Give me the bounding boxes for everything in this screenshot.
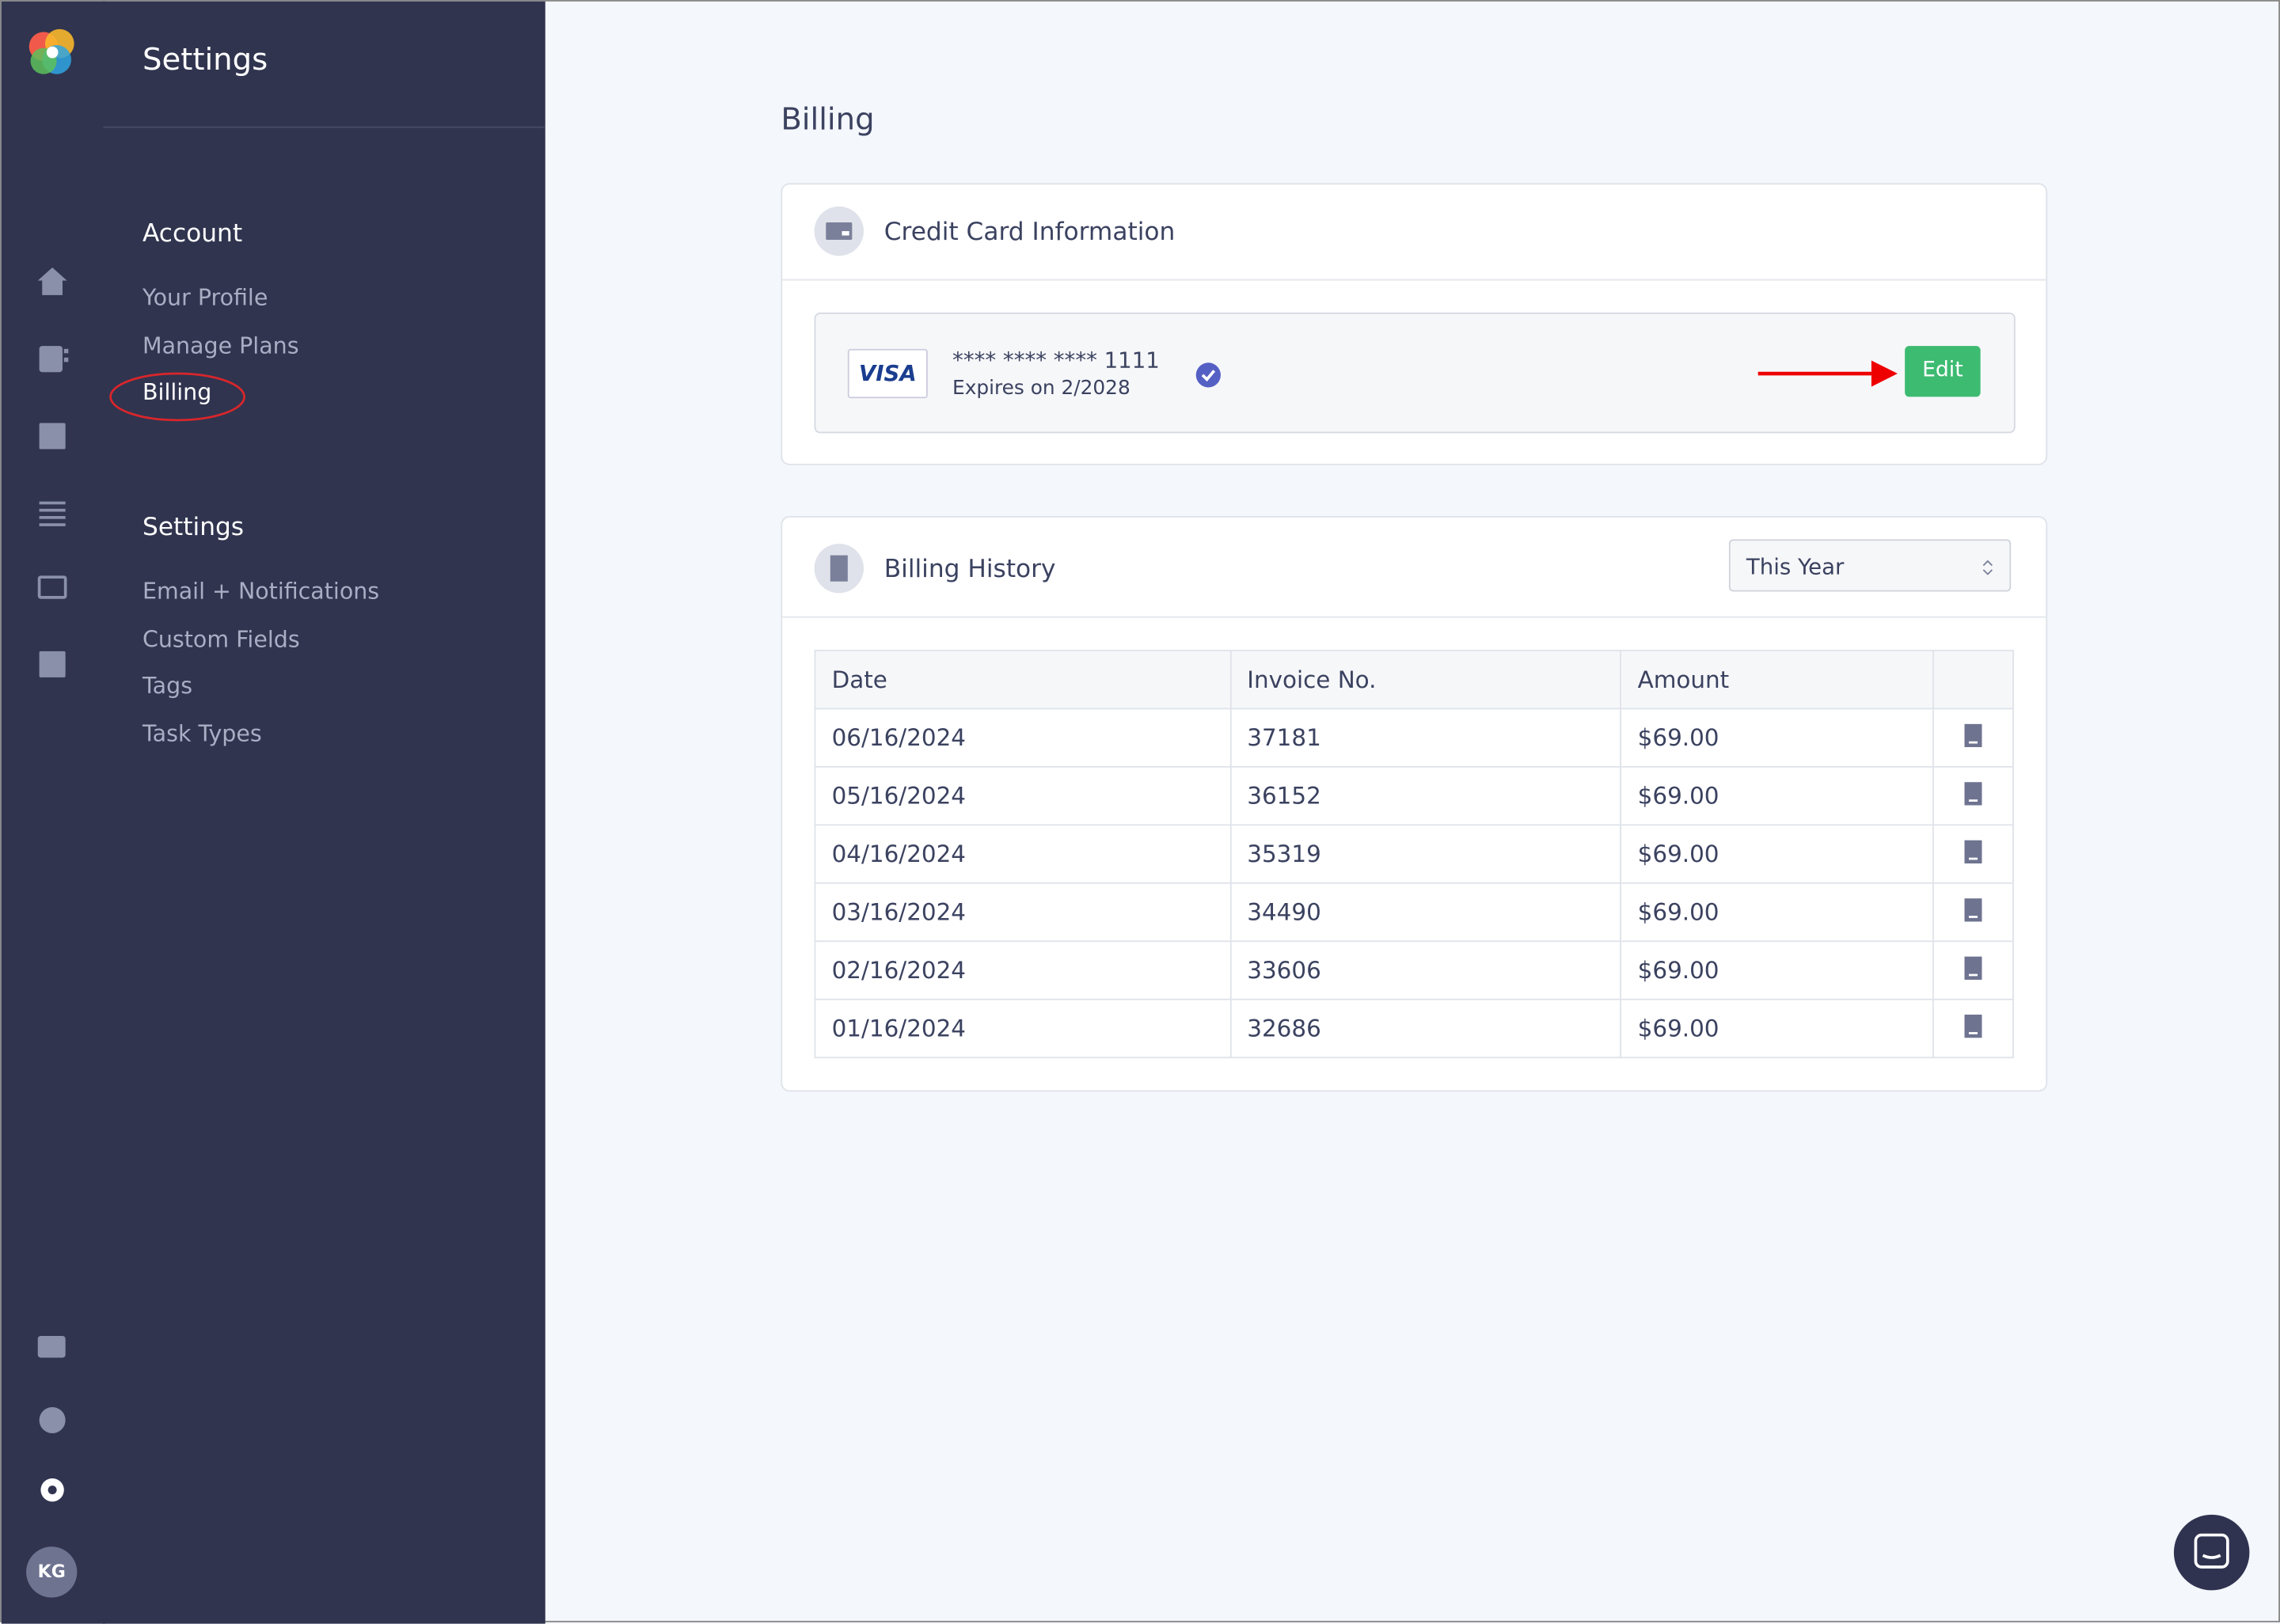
- table-cell: $69.00: [1620, 765, 1934, 826]
- receipt-cell[interactable]: [1932, 998, 2014, 1059]
- receipt-icon[interactable]: [1964, 1014, 1982, 1038]
- icon-rail: KG: [1, 1, 105, 1624]
- divider: [103, 126, 545, 128]
- card-icon: [814, 206, 864, 256]
- table-cell: 06/16/2024: [814, 708, 1232, 768]
- logo: [28, 28, 74, 74]
- annotation-circle: [109, 372, 245, 422]
- receipt-icon[interactable]: [1964, 897, 1982, 921]
- billing-history-panel: Billing History This Year Date Invoice No…: [781, 516, 2048, 1092]
- table-cell: 34490: [1229, 882, 1622, 943]
- verified-icon: [1195, 362, 1221, 388]
- nav-item[interactable]: Your Profile: [142, 285, 268, 312]
- table-cell: $69.00: [1620, 998, 1934, 1059]
- table-cell: 05/16/2024: [814, 765, 1232, 826]
- table-cell: 01/16/2024: [814, 998, 1232, 1059]
- sidebar-title: Settings: [142, 42, 268, 78]
- receipt-cell[interactable]: [1932, 824, 2014, 884]
- receipt-icon[interactable]: [1964, 955, 1982, 980]
- nav-item[interactable]: Email + Notifications: [142, 579, 380, 605]
- settings-sidebar: Settings Account Your Profile Manage Plans…: [103, 1, 545, 1624]
- period-select[interactable]: This Year: [1728, 539, 2012, 592]
- column-header: Amount: [1620, 650, 1934, 710]
- annotation-arrow: [1758, 360, 1898, 387]
- table-cell: $69.00: [1620, 824, 1934, 884]
- receipt-icon[interactable]: [1964, 781, 1982, 805]
- history-title: Billing History: [884, 555, 1056, 585]
- table-row: 03/16/2024 34490 $69.00: [814, 882, 2014, 943]
- card-expiry: Expires on 2/2028: [952, 376, 1130, 400]
- receipt-cell[interactable]: [1932, 882, 2014, 943]
- nav-item[interactable]: Billing: [142, 380, 212, 407]
- receipt-cell[interactable]: [1932, 940, 2014, 1000]
- credit-card-panel: Credit Card Information VISA **** **** *…: [781, 183, 2048, 465]
- card-brand: VISA: [847, 348, 928, 399]
- receipt-icon[interactable]: [1964, 723, 1982, 747]
- table-row: 06/16/2024 37181 $69.00: [814, 708, 2014, 768]
- table-cell: 04/16/2024: [814, 824, 1232, 884]
- table-cell: 37181: [1229, 708, 1622, 768]
- table-cell: 03/16/2024: [814, 882, 1232, 943]
- receipt-cell[interactable]: [1932, 708, 2014, 768]
- table-cell: 02/16/2024: [814, 940, 1232, 1000]
- receipt-icon[interactable]: [1964, 839, 1982, 863]
- nav-icons[interactable]: [33, 263, 71, 699]
- edit-button[interactable]: Edit: [1905, 346, 1981, 397]
- card-title: Credit Card Information: [884, 218, 1176, 248]
- billing-table: Date Invoice No. Amount 06/16/2024 37181 $69…: [814, 650, 2014, 1059]
- column-header: Date: [814, 650, 1232, 710]
- section-heading: Settings: [142, 513, 245, 543]
- period-value: This Year: [1746, 553, 1845, 580]
- header-row: Date Invoice No. Amount: [814, 650, 2014, 710]
- nav-item[interactable]: Task Types: [142, 721, 262, 748]
- table-cell: 33606: [1229, 940, 1622, 1000]
- column-header: [1932, 650, 2014, 710]
- table-cell: 35319: [1229, 824, 1622, 884]
- chat-button[interactable]: [2173, 1514, 2250, 1591]
- divider: [782, 616, 2046, 618]
- receipt-icon: [814, 543, 864, 594]
- card-row: VISA **** **** **** 1111 Expires on 2/20…: [814, 312, 2016, 434]
- divider: [782, 279, 2046, 281]
- nav-item[interactable]: Tags: [142, 674, 193, 700]
- table-cell: $69.00: [1620, 940, 1934, 1000]
- table-cell: 32686: [1229, 998, 1622, 1059]
- avatar[interactable]: KG: [26, 1546, 78, 1598]
- receipt-cell[interactable]: [1932, 765, 2014, 826]
- page-title: Billing: [781, 101, 875, 137]
- table-body: 06/16/2024 37181 $69.00 05/16/2024 36152 $69.…: [814, 708, 2014, 1059]
- card-number: **** **** **** 1111: [952, 347, 1160, 374]
- section-heading: Account: [142, 219, 243, 249]
- table-cell: $69.00: [1620, 708, 1934, 768]
- footer-icons[interactable]: [33, 1331, 71, 1520]
- table-cell: 36152: [1229, 765, 1622, 826]
- table-row: 02/16/2024 33606 $69.00: [814, 940, 2014, 1000]
- table-row: 01/16/2024 32686 $69.00: [814, 998, 2014, 1059]
- table-row: 04/16/2024 35319 $69.00: [814, 824, 2014, 884]
- nav-item[interactable]: Custom Fields: [142, 626, 300, 653]
- nav-item[interactable]: Manage Plans: [142, 332, 299, 359]
- table-cell: $69.00: [1620, 882, 1934, 943]
- table-row: 05/16/2024 36152 $69.00: [814, 765, 2014, 826]
- column-header: Invoice No.: [1229, 650, 1622, 710]
